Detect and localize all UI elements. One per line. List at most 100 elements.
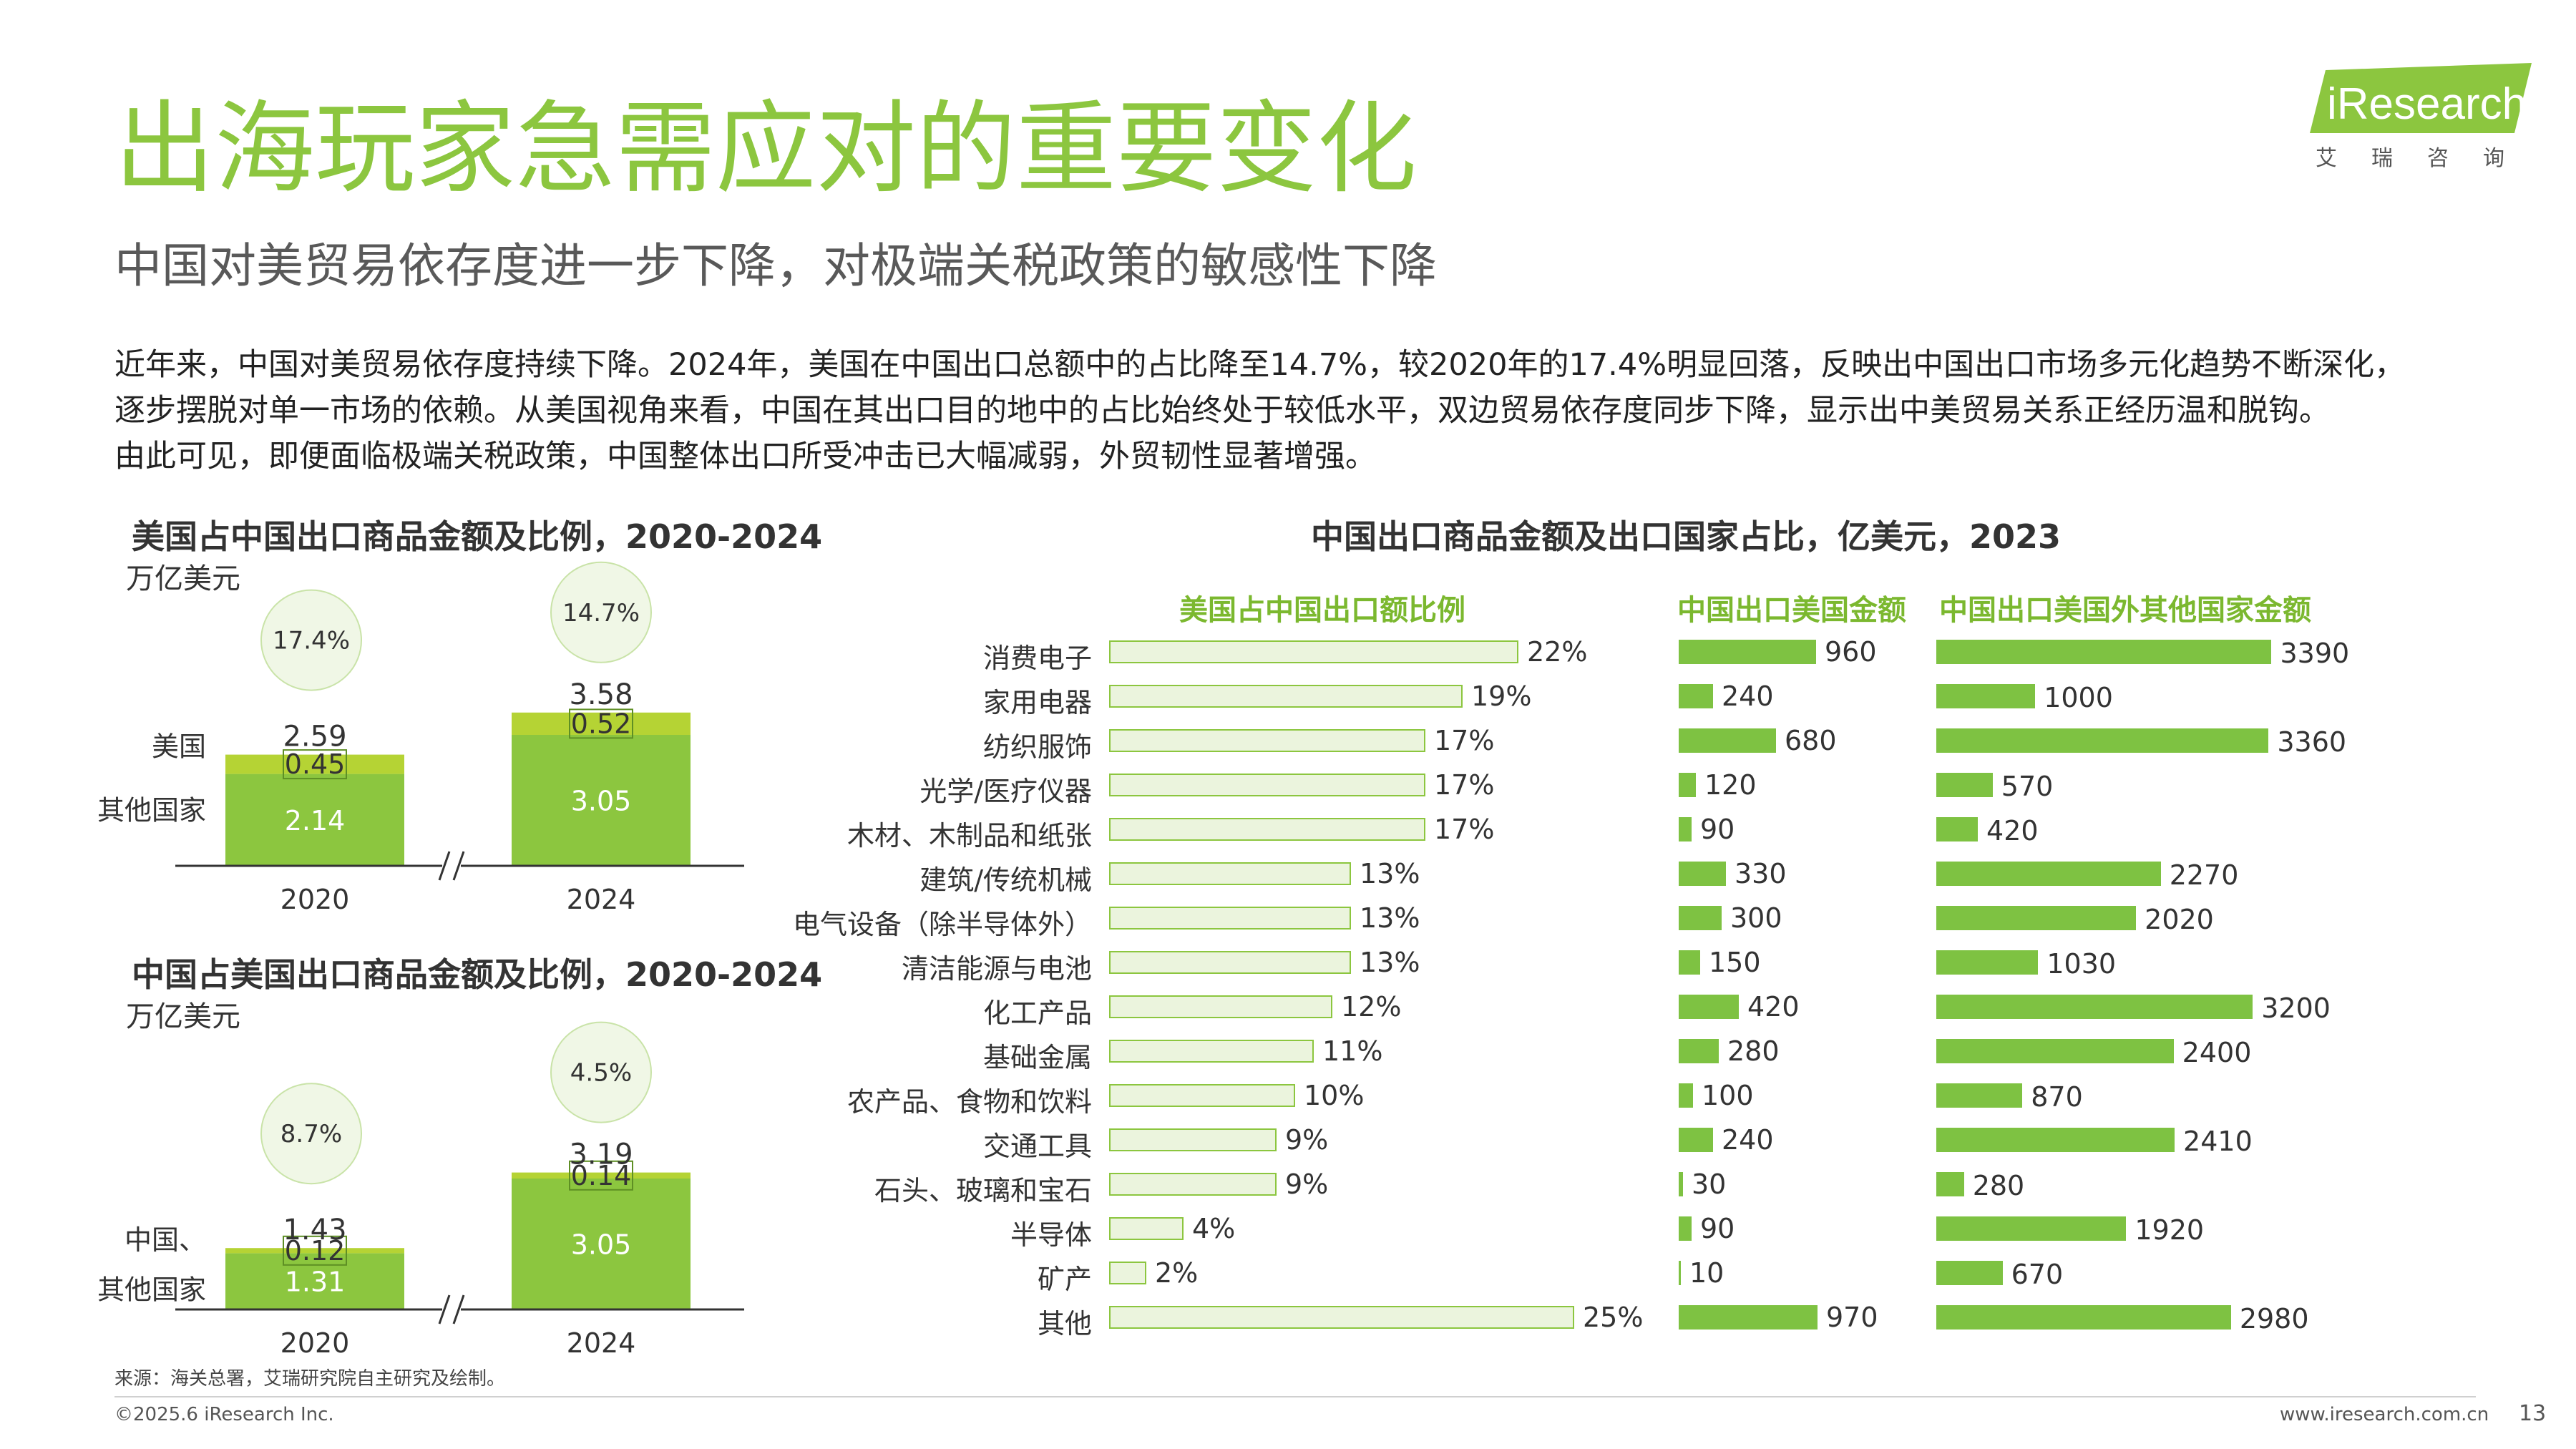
us-export-value-label: 330 (1735, 858, 1787, 889)
us-export-bar (1679, 906, 1722, 930)
intro-line: 由此可见，即便面临极端关税政策，中国整体出口所受冲击已大幅减弱，外贸韧性显著增强… (114, 439, 1376, 474)
website-link[interactable]: www.iresearch.com.cn (2280, 1404, 2489, 1425)
category-label: 农产品、食物和饮料 (847, 1086, 1092, 1118)
us-export-value-label: 420 (1747, 991, 1800, 1023)
us-export-value-label: 150 (1709, 947, 1761, 978)
category-label: 半导体 (1010, 1219, 1092, 1251)
us-export-bar (1679, 817, 1692, 841)
other-export-bar (1936, 773, 1993, 797)
us-export-value-label: 300 (1730, 902, 1782, 934)
chart2-svg: 1.310.121.43 2020 8.7% 3.05 0.143.19 2024 4.5%… (97, 1021, 744, 1359)
label-other-2020: 1.31 (285, 1267, 346, 1298)
us-export-value-label: 10 (1689, 1257, 1724, 1289)
other-export-value-label: 3200 (2261, 992, 2331, 1024)
us-export-bar (1679, 1261, 1681, 1285)
other-export-bar (1936, 1172, 1964, 1196)
bar-top-2024 (512, 1172, 691, 1179)
label-other-2020: 2.14 (285, 805, 346, 836)
bar-other-2020 (225, 774, 404, 866)
category-label: 家用电器 (982, 687, 1092, 718)
us-export-bar (1679, 640, 1816, 664)
us-export-bar (1679, 728, 1776, 753)
other-export-value-label: 1000 (2044, 682, 2113, 713)
col-title-us: 中国出口美国金额 (1677, 594, 1906, 627)
category-label: 化工产品 (982, 997, 1092, 1029)
other-export-bar (1936, 995, 2253, 1019)
intro-line: 逐步摆脱对单一市场的依赖。从美国视角来看，中国在其出口目的地中的占比始终处于较低… (114, 393, 2330, 429)
other-export-bar (1936, 1305, 2231, 1330)
intro-line: 近年来，中国对美贸易依存度持续下降。2024年，美国在中国出口总额中的占比降至1… (114, 347, 2406, 383)
us-export-bar (1679, 1128, 1713, 1152)
label-top-2024: 0.52 (571, 708, 632, 739)
us-export-bar (1679, 1216, 1692, 1241)
axis-break-mark (452, 851, 465, 881)
category-label: 清洁能源与电池 (901, 953, 1092, 985)
other-export-value-label: 420 (1986, 815, 2039, 847)
category-label: 交通工具 (982, 1131, 1092, 1162)
share-value-label: 17% (1434, 814, 1495, 845)
axis-break-mark (452, 1294, 465, 1324)
bar-top-2024 (512, 712, 691, 735)
label-total-2024: 3.19 (569, 1138, 633, 1171)
category-label: 光学/医疗仪器 (919, 776, 1092, 807)
other-export-value-label: 1920 (2135, 1214, 2205, 1246)
legend-other-series: 其他国家 (97, 795, 206, 826)
us-export-value-label: 680 (1785, 725, 1837, 756)
legend-other-series: 其他国家 (97, 1274, 206, 1305)
share-value-label: 25% (1583, 1302, 1644, 1333)
label-top-2020: 0.12 (285, 1235, 346, 1267)
other-export-value-label: 670 (2011, 1259, 2064, 1290)
chart1-svg: 2.14 0.452.59 2020 17.4% 3.05 0.523.58 2024 14.… (97, 561, 744, 915)
share-bar (1109, 1040, 1314, 1063)
share-label-2020: 8.7% (280, 1120, 342, 1148)
bar-other-2024 (512, 735, 691, 866)
us-export-value-label: 960 (1825, 636, 1877, 668)
bar-other-2024 (512, 1179, 691, 1309)
us-export-bar (1679, 1305, 1818, 1330)
share-value-label: 17% (1434, 769, 1495, 801)
share-bar (1109, 774, 1425, 796)
category-label: 其他 (1037, 1308, 1092, 1340)
label-total-2020: 1.43 (283, 1214, 346, 1246)
label-top-box-2020 (283, 1235, 347, 1266)
category-label: 石头、玻璃和宝石 (874, 1175, 1092, 1206)
other-export-value-label: 280 (1972, 1170, 2025, 1201)
share-bar (1109, 729, 1425, 752)
us-export-value-label: 970 (1826, 1302, 1878, 1333)
category-label: 建筑/传统机械 (919, 864, 1092, 896)
other-export-value-label: 2400 (2182, 1037, 2252, 1068)
intro-paragraph: 近年来，中国对美贸易依存度持续下降。2024年，美国在中国出口总额中的占比降至1… (114, 342, 2504, 479)
share-value-label: 13% (1360, 947, 1420, 978)
share-bar (1109, 1217, 1184, 1240)
label-top-2024: 0.14 (571, 1160, 632, 1191)
other-export-bar (1936, 1216, 2127, 1241)
other-export-bar (1936, 640, 2272, 664)
us-export-value-label: 240 (1722, 680, 1774, 712)
other-export-bar (1936, 862, 2161, 886)
share-bubble-2024 (550, 561, 652, 663)
label-top-box-2020 (283, 749, 347, 780)
page-title: 出海玩家急需应对的重要变化 (114, 91, 1418, 208)
x-tick-2024: 2024 (567, 1327, 636, 1359)
category-label: 消费电子 (982, 643, 1092, 674)
share-bar (1109, 862, 1351, 885)
us-export-bar (1679, 1039, 1719, 1063)
us-export-bar (1679, 1172, 1683, 1196)
page-subtitle: 中国对美贸易依存度进一步下降，对极端关税政策的敏感性下降 (114, 238, 1437, 293)
chart2-unit: 万亿美元 (126, 1000, 240, 1033)
chart2-title: 中国占美国出口商品金额及比例，2020-2024 (132, 955, 823, 994)
other-export-bar (1936, 1261, 2003, 1285)
share-label-2024: 4.5% (570, 1059, 632, 1088)
us-export-bar (1679, 995, 1739, 1019)
share-bar (1109, 951, 1351, 974)
share-bubble-2020 (260, 589, 362, 691)
bar-top-2020 (225, 754, 404, 774)
other-export-value-label: 3360 (2277, 726, 2347, 758)
footer-divider (114, 1396, 2476, 1397)
copyright: ©2025.6 iResearch Inc. (114, 1404, 334, 1425)
us-export-value-label: 30 (1692, 1169, 1727, 1200)
share-value-label: 4% (1192, 1213, 1236, 1244)
share-bar (1109, 640, 1518, 663)
us-export-value-label: 240 (1722, 1124, 1774, 1156)
us-export-bar (1679, 862, 1726, 886)
